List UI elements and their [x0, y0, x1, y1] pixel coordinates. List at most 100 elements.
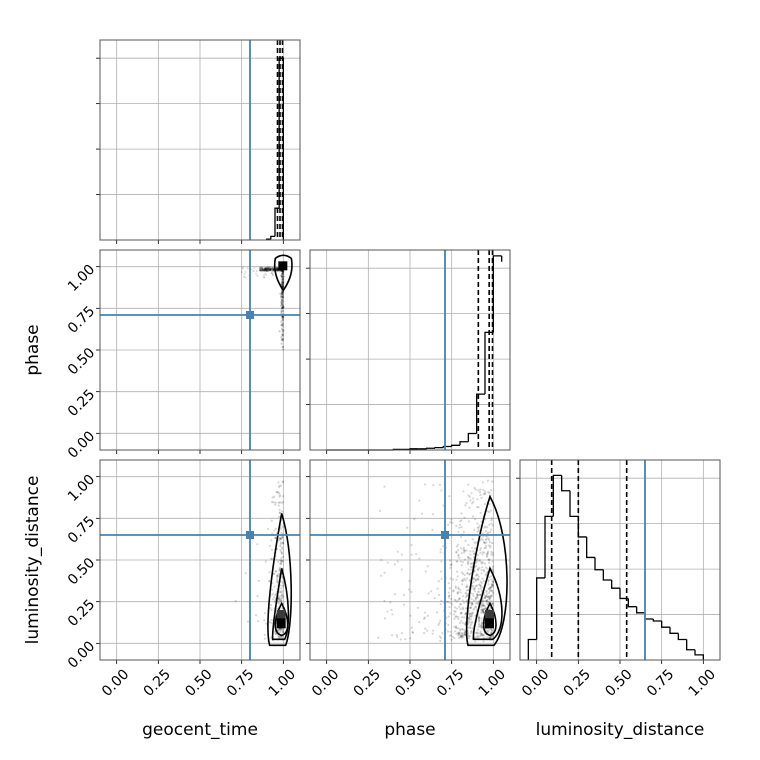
sample-point	[483, 502, 487, 506]
sample-point	[481, 609, 484, 612]
sample-point	[454, 630, 457, 633]
sample-point	[486, 554, 489, 557]
sample-point	[281, 277, 285, 281]
sample-point	[465, 607, 468, 610]
sample-point	[280, 584, 283, 587]
sample-point	[273, 572, 276, 576]
sample-point	[454, 626, 457, 629]
sample-point	[263, 637, 266, 640]
sample-point	[465, 592, 468, 595]
sample-point	[246, 620, 250, 623]
sample-point	[480, 624, 483, 627]
sample-point	[476, 530, 479, 533]
sample-point	[258, 267, 261, 270]
sample-point	[277, 501, 280, 504]
sample-point	[281, 292, 284, 295]
sample-point	[450, 518, 453, 521]
sample-point	[473, 588, 476, 591]
sample-point	[271, 598, 274, 601]
sample-point	[260, 267, 263, 270]
density-contour-core	[274, 601, 289, 637]
ytick-label: 0.75	[65, 513, 98, 546]
sample-point	[469, 550, 472, 553]
sample-point	[488, 597, 491, 600]
sample-point	[473, 570, 476, 573]
sample-point	[481, 599, 484, 602]
sample-point	[281, 317, 284, 320]
sample-point	[481, 604, 484, 608]
sample-point	[460, 616, 464, 619]
sample-point	[491, 583, 494, 587]
sample-point	[454, 610, 457, 613]
sample-point	[469, 557, 472, 560]
ytick-label: 0.25	[65, 387, 98, 420]
sample-point	[460, 519, 463, 522]
sample-point	[262, 274, 265, 277]
density-contour-outer	[465, 494, 508, 647]
sample-point	[488, 558, 491, 561]
sample-point	[448, 594, 451, 597]
sample-point	[460, 551, 463, 555]
sample-point	[383, 485, 386, 488]
sample-point	[447, 600, 450, 604]
sample-point	[280, 628, 283, 631]
sample-point	[281, 299, 284, 302]
sample-point	[280, 298, 283, 302]
sample-point	[487, 630, 490, 633]
sample-point	[463, 631, 467, 634]
hist-bin	[426, 447, 435, 449]
sample-point	[469, 606, 472, 609]
sample-point	[490, 553, 493, 556]
sample-point	[267, 267, 270, 270]
sample-point	[281, 291, 284, 294]
sample-point	[468, 613, 471, 616]
sample-point	[279, 292, 282, 295]
sample-point	[471, 502, 474, 505]
sample-point	[485, 590, 488, 594]
sample-point	[281, 315, 284, 318]
sample-point	[279, 597, 282, 600]
sample-point	[460, 512, 463, 515]
sample-point	[461, 608, 465, 611]
sample-point	[267, 269, 271, 272]
sample-point	[270, 267, 274, 270]
sample-point	[470, 598, 473, 601]
sample-point	[391, 613, 394, 616]
sample-point	[465, 594, 468, 597]
sample-point	[477, 625, 480, 628]
sample-point	[467, 560, 470, 563]
sample-point	[466, 631, 470, 635]
sample-point	[272, 572, 275, 575]
sample-point	[490, 541, 494, 545]
sample-point	[278, 495, 281, 498]
sample-point	[476, 559, 479, 562]
sample-point	[278, 569, 281, 572]
sample-point	[281, 628, 285, 631]
sample-point	[461, 580, 464, 583]
sample-point	[472, 599, 476, 602]
sample-point	[453, 598, 456, 601]
sample-point	[279, 628, 282, 631]
sample-point	[383, 599, 386, 603]
sample-point	[492, 585, 495, 588]
sample-point	[433, 597, 436, 600]
sample-point	[467, 494, 470, 497]
sample-point	[264, 267, 268, 270]
sample-point	[261, 269, 264, 272]
xtick-label: 0.25	[561, 666, 594, 699]
xtick-label: 0.75	[224, 666, 257, 699]
sample-point	[280, 296, 283, 299]
sample-point	[467, 619, 470, 622]
sample-point	[471, 546, 474, 549]
sample-point	[282, 316, 285, 319]
sample-point	[280, 551, 284, 554]
ytick-label: 1.00	[65, 472, 98, 505]
sample-point	[476, 634, 479, 638]
sample-point	[406, 526, 409, 529]
sample-point	[281, 283, 284, 287]
sample-point	[278, 635, 281, 639]
sample-point	[411, 631, 415, 634]
sample-point	[477, 528, 480, 532]
sample-point	[473, 552, 476, 555]
sample-point	[455, 607, 458, 610]
